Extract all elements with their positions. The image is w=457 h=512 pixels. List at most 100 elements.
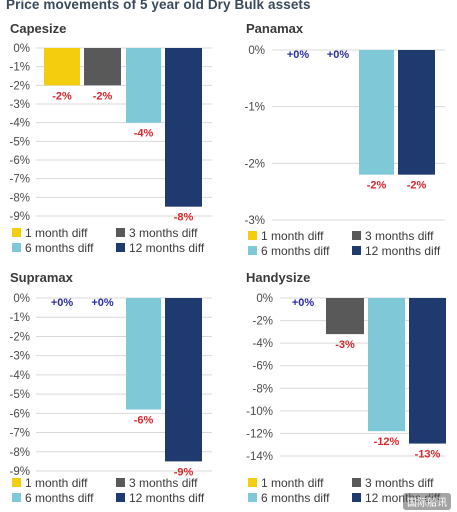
legend-label: 1 month diff xyxy=(25,476,88,490)
legend-item-12-months-diff: 12 months diff xyxy=(116,241,205,255)
legend-swatch xyxy=(12,228,21,237)
y-tick-label: -2% xyxy=(10,80,30,92)
y-tick-label: -1% xyxy=(10,62,30,74)
legend-label: 1 month diff xyxy=(261,476,324,490)
legend-label: 1 month diff xyxy=(261,229,324,243)
bar-3-months-diff xyxy=(326,298,364,335)
data-label: -2% xyxy=(407,180,427,192)
legend-item-3-months-diff: 3 months diff xyxy=(116,226,198,240)
y-tick-label: -6% xyxy=(10,155,30,167)
legend-item-1-month-diff: 1 month diff xyxy=(248,476,324,490)
legend-swatch xyxy=(352,478,361,487)
legend-item-12-months-diff: 12 months diff xyxy=(116,491,205,505)
legend-item-3-months-diff: 3 months diff xyxy=(116,476,198,490)
y-tick-label: -9% xyxy=(10,466,30,478)
bar-12-months-diff xyxy=(165,48,202,207)
legend-item-1-month-diff: 1 month diff xyxy=(12,226,88,240)
y-tick-label: -5% xyxy=(10,136,30,148)
legend-item-1-month-diff: 1 month diff xyxy=(248,229,324,243)
legend-label: 3 months diff xyxy=(129,476,198,490)
y-tick-label: 0% xyxy=(13,293,30,305)
data-label: -2% xyxy=(52,90,72,102)
y-tick-label: -4% xyxy=(10,118,30,130)
y-tick-label: -8% xyxy=(253,383,273,395)
data-label: +0% xyxy=(327,49,350,61)
bar-6-months-diff xyxy=(126,298,161,410)
y-tick-label: -3% xyxy=(10,351,30,363)
y-tick-label: -1% xyxy=(245,102,265,114)
bar-12-months-diff xyxy=(409,298,446,444)
y-tick-label: -1% xyxy=(10,312,30,324)
chart-panel-handysize: Handysize 0% -2% -4% -6% -8% -10% -12% -14% +0% -3… xyxy=(246,270,446,505)
y-tick-label: -3% xyxy=(245,215,265,227)
legend-item-6-months-diff: 6 months diff xyxy=(12,241,94,255)
legend-swatch xyxy=(116,243,125,252)
legend-item-3-months-diff: 3 months diff xyxy=(352,476,434,490)
bar-6-months-diff xyxy=(126,48,161,123)
y-tick-label: -3% xyxy=(10,99,30,111)
legend-item-12-months-diff: 12 months diff xyxy=(352,244,441,258)
bar-12-months-diff xyxy=(398,50,435,175)
bar-3-months-diff xyxy=(84,48,121,86)
legend-item-3-months-diff: 3 months diff xyxy=(352,229,434,243)
data-label: -2% xyxy=(367,180,387,192)
legend-swatch xyxy=(12,493,21,502)
data-label: -8% xyxy=(174,212,194,224)
legend-swatch xyxy=(248,493,257,502)
legend-swatch xyxy=(352,246,361,255)
data-label: -6% xyxy=(134,414,154,426)
chart-title: Supramax xyxy=(10,270,74,285)
legend-swatch xyxy=(352,231,361,240)
legend-label: 6 months diff xyxy=(25,491,94,505)
y-tick-label: -8% xyxy=(10,192,30,204)
legend-label: 6 months diff xyxy=(25,241,94,255)
legend-label: 6 months diff xyxy=(261,244,330,258)
legend-label: 12 months diff xyxy=(365,244,441,258)
data-label: +0% xyxy=(51,297,74,309)
y-tick-label: -10% xyxy=(246,406,273,418)
bar-12-months-diff xyxy=(165,298,202,462)
chart-panel-panamax: Panamax 0% -1% -2% -3% +0% +0% -2% -2% 1 month di… xyxy=(245,21,445,258)
y-tick-label: -7% xyxy=(10,428,30,440)
legend-swatch xyxy=(116,493,125,502)
legend-label: 6 months diff xyxy=(261,491,330,505)
y-tick-label: -2% xyxy=(253,316,273,328)
legend-label: 3 months diff xyxy=(129,226,198,240)
data-label: -9% xyxy=(174,466,194,478)
bar-6-months-diff xyxy=(368,298,405,432)
legend-swatch xyxy=(248,478,257,487)
legend-item-6-months-diff: 6 months diff xyxy=(248,491,330,505)
data-label: -13% xyxy=(415,449,441,461)
legend-item-6-months-diff: 6 months diff xyxy=(248,244,330,258)
legend-label: 3 months diff xyxy=(365,229,434,243)
y-tick-label: -2% xyxy=(245,158,265,170)
data-label: +0% xyxy=(292,297,315,309)
legend-label: 12 months diff xyxy=(129,241,205,255)
legend-label: 12 months diff xyxy=(129,491,205,505)
legend-swatch xyxy=(248,231,257,240)
data-label: -12% xyxy=(374,436,400,448)
y-tick-label: -6% xyxy=(10,408,30,420)
legend-swatch xyxy=(248,246,257,255)
y-tick-label: -7% xyxy=(10,174,30,186)
data-label: -2% xyxy=(93,90,113,102)
page-title: Price movements of 5 year old Dry Bulk a… xyxy=(6,0,311,12)
bar-6-months-diff xyxy=(359,50,394,175)
y-tick-label: -12% xyxy=(246,428,273,440)
chart-panel-supramax: Supramax 0% -1% -2% -3% -4% -5% -6% -7% -8% -9% +0%… xyxy=(10,270,212,505)
y-tick-label: -5% xyxy=(10,389,30,401)
y-tick-label: 0% xyxy=(248,45,265,57)
data-label: -4% xyxy=(134,128,154,140)
y-tick-label: -6% xyxy=(253,361,273,373)
bar-1-month-diff xyxy=(44,48,80,86)
y-tick-label: -8% xyxy=(10,447,30,459)
chart-title: Capesize xyxy=(10,21,66,36)
y-tick-label: -9% xyxy=(10,211,30,223)
y-tick-label: -2% xyxy=(10,331,30,343)
legend-swatch xyxy=(352,493,361,502)
data-label: +0% xyxy=(91,297,114,309)
legend-label: 1 month diff xyxy=(25,226,88,240)
y-tick-label: 0% xyxy=(256,293,273,305)
data-label: -3% xyxy=(335,339,355,351)
